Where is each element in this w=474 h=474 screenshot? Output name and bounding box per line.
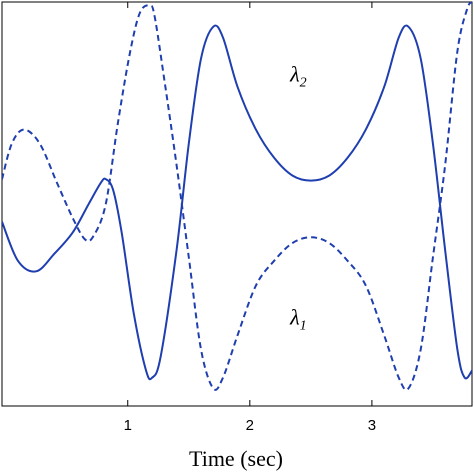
x-tick-label: 2 [246,417,254,434]
series-line-lambda2 [2,24,472,381]
series-label-lambda1: λ1 [289,304,307,333]
plot-frame [1,1,473,407]
x-axis-title: Time (sec) [189,446,283,471]
series-line-lambda1 [2,2,472,391]
plot-series [2,2,472,391]
plot-axes [1,1,473,407]
series-labels: λ2 λ1 [289,61,307,333]
x-tick-label: 3 [368,417,376,434]
x-ticks: 1 2 3 [124,2,376,434]
x-tick-label: 1 [124,417,132,434]
series-label-lambda2: λ2 [289,61,307,90]
